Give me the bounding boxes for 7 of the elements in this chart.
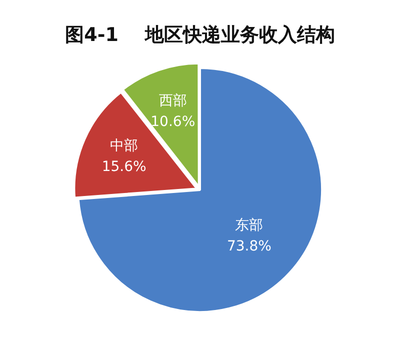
slice-label: 东部 [235, 217, 264, 234]
slice-label: 西部 [158, 93, 187, 110]
data-label: 73.8% [226, 238, 272, 254]
data-label: 15.6% [102, 159, 146, 176]
slice-label: 中部 [110, 138, 138, 154]
data-label: 10.6% [150, 114, 196, 130]
chart-title: 图4-1 地区快递业务收入结构 [64, 23, 336, 48]
